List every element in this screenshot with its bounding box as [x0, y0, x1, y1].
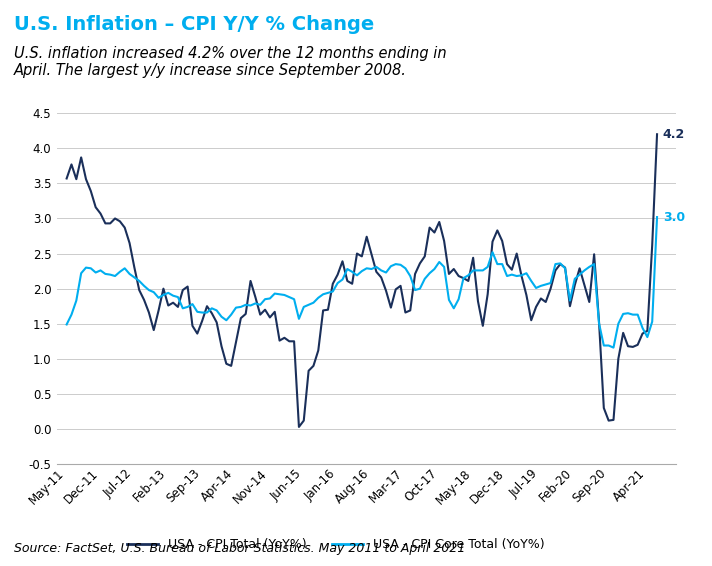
- Legend: USA - CPI Total (YoY%), USA - CPI Core Total (YoY%): USA - CPI Total (YoY%), USA - CPI Core T…: [122, 533, 550, 556]
- Text: 4.2: 4.2: [663, 128, 685, 141]
- Text: U.S. Inflation – CPI Y/Y % Change: U.S. Inflation – CPI Y/Y % Change: [14, 15, 375, 35]
- Text: Source: FactSet, U.S. Bureau of Labor Statistics. May 2011 to April 2021: Source: FactSet, U.S. Bureau of Labor St…: [14, 542, 466, 555]
- Text: 3.0: 3.0: [663, 211, 685, 224]
- Text: U.S. inflation increased 4.2% over the 12 months ending in
April. The largest y/: U.S. inflation increased 4.2% over the 1…: [14, 46, 447, 78]
